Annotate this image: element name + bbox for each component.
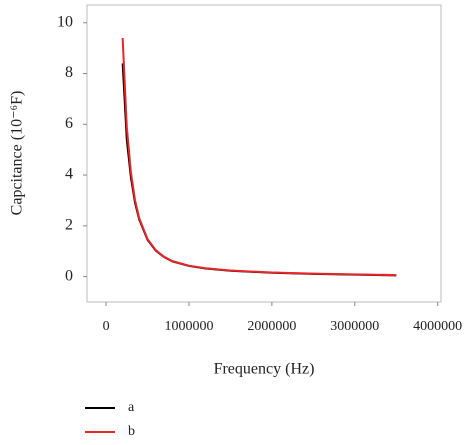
- series-line: [121, 63, 397, 277]
- y-tick-label: 0: [65, 267, 73, 284]
- y-tick-label: 4: [65, 166, 73, 183]
- x-tick-label: 4000000: [413, 319, 462, 334]
- x-tick-label: 2000000: [247, 319, 296, 334]
- x-axis-label: Frequency (Hz): [214, 361, 315, 378]
- x-tick-label: 0: [103, 319, 110, 334]
- legend-label: b: [128, 424, 135, 439]
- y-tick-label: 2: [65, 217, 73, 234]
- y-axis-label: Capcitance (10⁻⁶F): [9, 91, 26, 216]
- legend-label: a: [128, 400, 135, 415]
- x-tick-label: 3000000: [330, 319, 379, 334]
- series-line: [121, 37, 397, 277]
- x-tick-label: 1000000: [164, 319, 213, 334]
- y-tick-label: 8: [65, 64, 73, 81]
- y-tick-label: 10: [57, 13, 73, 30]
- y-tick-label: 6: [65, 115, 73, 132]
- plot-frame: [86, 4, 442, 303]
